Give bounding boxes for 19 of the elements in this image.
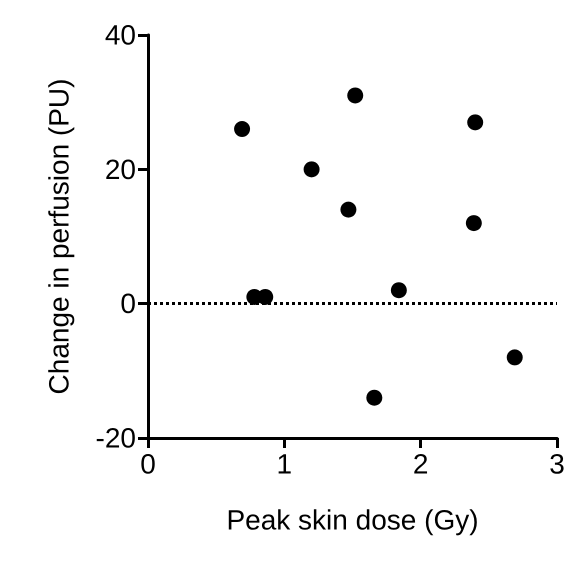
point	[466, 215, 482, 232]
point	[390, 282, 407, 298]
point	[347, 87, 364, 104]
point	[340, 202, 356, 218]
y-tick-label: 20	[104, 154, 136, 185]
point	[304, 161, 320, 178]
y-tick-label: 0	[120, 288, 136, 320]
point	[467, 114, 484, 130]
x-tick-label: 0	[140, 448, 156, 480]
x-tick-label: 2	[412, 448, 428, 480]
point	[506, 349, 523, 366]
point	[366, 390, 382, 406]
y-axis-title: Change in perfusion (PU)	[44, 78, 74, 394]
x-axis-title: Peak skin dose (Gy)	[226, 504, 479, 536]
point	[234, 121, 250, 138]
y-tick-label: 40	[104, 20, 136, 50]
x-tick-label: 1	[276, 448, 292, 480]
x-tick-label: 3	[549, 448, 565, 480]
y-tick-label: -20	[96, 422, 136, 454]
